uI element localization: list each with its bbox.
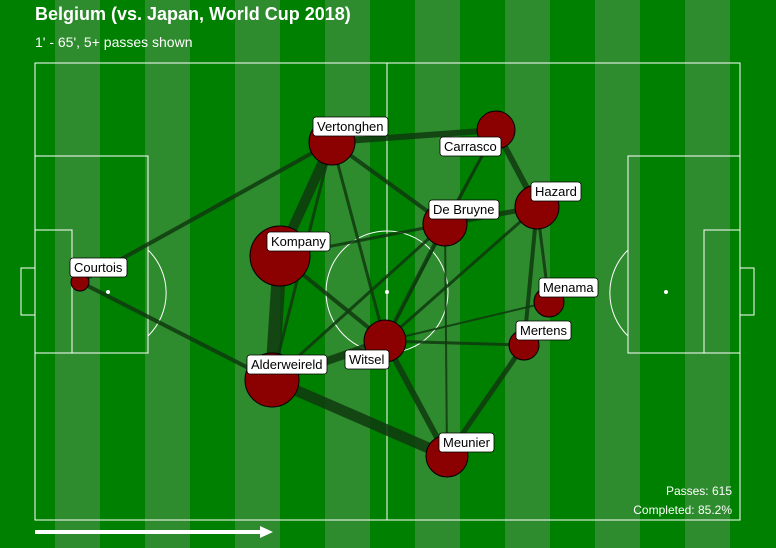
- left-penalty-spot: [106, 290, 110, 294]
- pass-edge-alderweireld-debruyne: [270, 222, 447, 382]
- player-name: Kompany: [271, 234, 326, 249]
- player-name: Alderweireld: [251, 357, 323, 372]
- pass-edge-meunier-debruyne: [444, 223, 448, 457]
- player-label-courtois: Courtois: [69, 257, 128, 278]
- player-name: De Bruyne: [433, 202, 494, 217]
- pass-edge-alderweireld-meunier: [269, 374, 450, 462]
- pitch-stripe: [595, 0, 640, 548]
- pass-edge-witsel-meunier: [382, 339, 450, 458]
- pitch-stripe: [505, 0, 550, 548]
- right-penalty-spot: [664, 290, 668, 294]
- chart-title: Belgium (vs. Japan, World Cup 2018): [35, 4, 351, 24]
- player-name: Menama: [543, 280, 594, 295]
- player-name: Meunier: [443, 435, 491, 450]
- player-label-box: [538, 277, 599, 298]
- pitch-stripe: [685, 0, 730, 548]
- pitch-stripe: [145, 0, 190, 548]
- player-name: Courtois: [74, 260, 123, 275]
- pass-edge-vertonghen-carrasco: [331, 127, 497, 145]
- right-goal: [739, 267, 755, 316]
- centre-spot: [385, 290, 389, 294]
- player-label-box: [344, 349, 390, 370]
- pass-edge-courtois-alderweireld: [79, 280, 273, 382]
- chart-subtitle: 1' - 65', 5+ passes shown: [35, 34, 193, 50]
- player-label-meunier: Meunier: [438, 432, 495, 453]
- left-penalty-arc: [147, 249, 167, 337]
- pitch-stripe: [325, 0, 370, 548]
- player-name: Witsel: [349, 352, 385, 367]
- pass-edge-witsel-mertens: [384, 339, 525, 347]
- player-label-box: [246, 354, 328, 375]
- player-label-witsel: Witsel: [344, 349, 390, 370]
- player-label-hazard: Hazard: [530, 181, 582, 202]
- player-label-kompany: Kompany: [266, 231, 331, 252]
- player-label-vertonghen: Vertonghen: [312, 116, 389, 137]
- player-label-box: [69, 257, 128, 278]
- player-label-box: [515, 320, 572, 341]
- completion-rate: Completed: 85.2%: [633, 503, 732, 517]
- player-label-alderweireld: Alderweireld: [246, 354, 328, 375]
- player-label-debruyne: De Bruyne: [428, 199, 500, 220]
- pitch-stripes: [55, 0, 730, 548]
- player-label-box: [530, 181, 582, 202]
- left-goal: [20, 267, 36, 316]
- player-label-box: [428, 199, 500, 220]
- player-labels: Courtois Vertonghen Kompany Alderweireld Wit…: [69, 116, 599, 453]
- player-label-box: [439, 136, 502, 157]
- player-name: Mertens: [520, 323, 567, 338]
- player-name: Carrasco: [444, 139, 497, 154]
- pass-edge-witsel-hazard: [384, 205, 538, 343]
- player-label-carrasco: Carrasco: [439, 136, 502, 157]
- right-penalty-arc: [609, 249, 629, 337]
- player-label-menama: Menama: [538, 277, 599, 298]
- player-name: Hazard: [535, 184, 577, 199]
- player-name: Vertonghen: [317, 119, 384, 134]
- passes-count: Passes: 615: [666, 484, 732, 498]
- player-label-box: [438, 432, 495, 453]
- player-label-box: [312, 116, 389, 137]
- pass-edge-witsel-menama: [384, 301, 550, 342]
- attack-direction-arrow: [35, 526, 273, 538]
- player-label-mertens: Mertens: [515, 320, 572, 341]
- player-label-box: [266, 231, 331, 252]
